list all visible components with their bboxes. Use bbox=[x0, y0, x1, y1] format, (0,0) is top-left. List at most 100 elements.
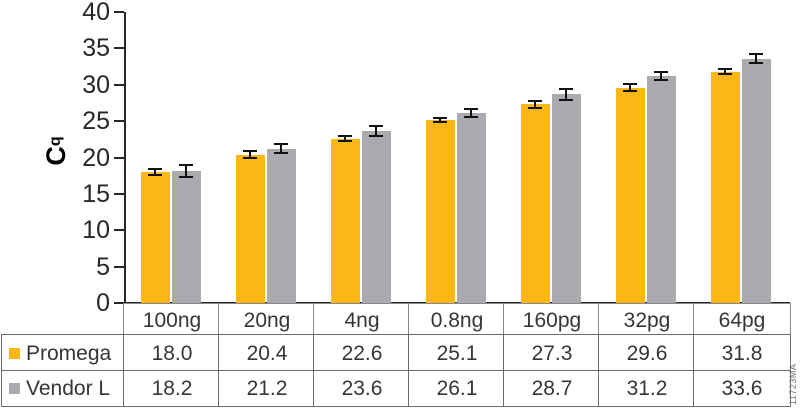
y-tick-label: 15 bbox=[82, 179, 110, 208]
error-bar-line bbox=[534, 102, 536, 107]
bar-vendor-l-20ng bbox=[266, 148, 296, 303]
error-bar-cap-bottom bbox=[243, 156, 257, 159]
series-name: Promega bbox=[26, 341, 112, 365]
y-tick-label: 10 bbox=[82, 216, 110, 245]
bar-vendor-l-32pg bbox=[646, 76, 676, 303]
error-bar-cap-top bbox=[369, 125, 383, 128]
error-bar-line bbox=[280, 145, 282, 153]
category-cell: 32pg bbox=[598, 303, 696, 338]
y-tick-label: 0 bbox=[96, 289, 110, 317]
error-bar-cap-bottom bbox=[654, 79, 668, 82]
error-bar-cap-top bbox=[243, 150, 257, 153]
error-bar-cap-top bbox=[749, 52, 763, 55]
error-bar-cap-top bbox=[464, 108, 478, 111]
error-bar-cap-top bbox=[623, 83, 637, 86]
legend-cell: Vendor L bbox=[1, 370, 133, 407]
y-tick-mark bbox=[114, 265, 124, 268]
value-cell: 22.6 bbox=[313, 334, 411, 373]
y-tick-label: 5 bbox=[96, 252, 110, 281]
error-bar-cap-top bbox=[559, 87, 573, 90]
error-bar-line bbox=[375, 127, 377, 136]
y-tick-mark bbox=[114, 47, 124, 50]
legend-cell: Promega bbox=[1, 334, 133, 373]
bar-promega-32pg bbox=[615, 87, 645, 303]
series-name: Vendor L bbox=[26, 376, 111, 400]
error-bar-cap-bottom bbox=[749, 62, 763, 65]
error-bar-cap-top bbox=[433, 117, 447, 120]
value-cell: 18.2 bbox=[123, 370, 221, 407]
value-cell: 18.0 bbox=[123, 334, 221, 373]
y-tick-mark bbox=[114, 11, 124, 13]
error-bar-line bbox=[660, 72, 662, 80]
error-bar-line bbox=[185, 165, 187, 176]
error-bar-cap-top bbox=[654, 70, 668, 73]
error-bar-cap-top bbox=[148, 168, 162, 171]
bar-vendor-l-100ng bbox=[171, 170, 201, 303]
error-bar-cap-bottom bbox=[559, 98, 573, 101]
bar-promega-160pg bbox=[520, 104, 550, 303]
bar-promega-0.8ng bbox=[425, 120, 455, 303]
category-cell: 160pg bbox=[503, 303, 601, 338]
error-bar-cap-bottom bbox=[528, 106, 542, 109]
bar-vendor-l-4ng bbox=[361, 131, 391, 303]
value-cell: 27.3 bbox=[503, 334, 601, 373]
bar-promega-64pg bbox=[710, 71, 740, 303]
value-cell: 28.7 bbox=[503, 370, 601, 407]
y-tick-mark bbox=[114, 229, 124, 232]
error-bar-cap-top bbox=[338, 134, 352, 137]
y-axis-line bbox=[124, 12, 126, 304]
value-cell: 23.6 bbox=[313, 370, 411, 407]
y-tick-label: 30 bbox=[82, 70, 110, 99]
value-cell: 33.6 bbox=[693, 370, 791, 407]
error-bar-cap-bottom bbox=[433, 121, 447, 124]
error-bar-line bbox=[724, 69, 726, 74]
error-bar-line bbox=[629, 85, 631, 90]
error-bar-cap-bottom bbox=[623, 89, 637, 92]
y-tick-mark bbox=[114, 120, 124, 123]
error-bar-line bbox=[755, 54, 757, 63]
error-bar-cap-bottom bbox=[274, 152, 288, 155]
value-cell: 20.4 bbox=[218, 334, 316, 373]
error-bar-cap-top bbox=[718, 67, 732, 70]
bar-promega-4ng bbox=[330, 138, 360, 303]
error-bar-cap-bottom bbox=[179, 175, 193, 178]
error-bar-cap-bottom bbox=[338, 140, 352, 143]
bar-vendor-l-64pg bbox=[741, 58, 771, 303]
category-cell: 100ng bbox=[123, 303, 221, 338]
bar-promega-20ng bbox=[235, 154, 265, 303]
value-cell: 25.1 bbox=[408, 334, 506, 373]
error-bar-cap-bottom bbox=[148, 173, 162, 176]
error-bar-line bbox=[565, 89, 567, 99]
value-cell: 26.1 bbox=[408, 370, 506, 407]
error-bar-line bbox=[154, 170, 156, 174]
value-cell: 29.6 bbox=[598, 334, 696, 373]
error-bar-cap-bottom bbox=[718, 73, 732, 76]
figure-id-watermark: 11723MA bbox=[788, 363, 798, 405]
y-tick-mark bbox=[114, 156, 124, 159]
error-bar-cap-bottom bbox=[464, 116, 478, 119]
value-cell: 31.2 bbox=[598, 370, 696, 407]
y-tick-mark bbox=[114, 302, 124, 304]
category-cell: 4ng bbox=[313, 303, 411, 338]
y-tick-label: 25 bbox=[82, 107, 110, 136]
y-tick-mark bbox=[114, 83, 124, 86]
y-tick-mark bbox=[114, 192, 124, 195]
bar-promega-100ng bbox=[140, 172, 170, 303]
error-bar-cap-bottom bbox=[369, 135, 383, 138]
value-cell: 21.2 bbox=[218, 370, 316, 407]
bar-vendor-l-160pg bbox=[551, 94, 581, 303]
error-bar-cap-top bbox=[179, 163, 193, 166]
y-tick-label: 40 bbox=[82, 0, 110, 26]
error-bar-cap-top bbox=[528, 100, 542, 103]
error-bar-line bbox=[249, 152, 251, 157]
category-cell: 20ng bbox=[218, 303, 316, 338]
category-cell: 0.8ng bbox=[408, 303, 506, 338]
category-cell: 64pg bbox=[693, 303, 791, 338]
value-cell: 31.8 bbox=[693, 334, 791, 373]
error-bar-cap-top bbox=[274, 143, 288, 146]
legend-swatch bbox=[9, 383, 20, 394]
y-tick-label: 20 bbox=[82, 143, 110, 172]
error-bar-line bbox=[470, 110, 472, 117]
error-bar-line bbox=[344, 136, 346, 141]
